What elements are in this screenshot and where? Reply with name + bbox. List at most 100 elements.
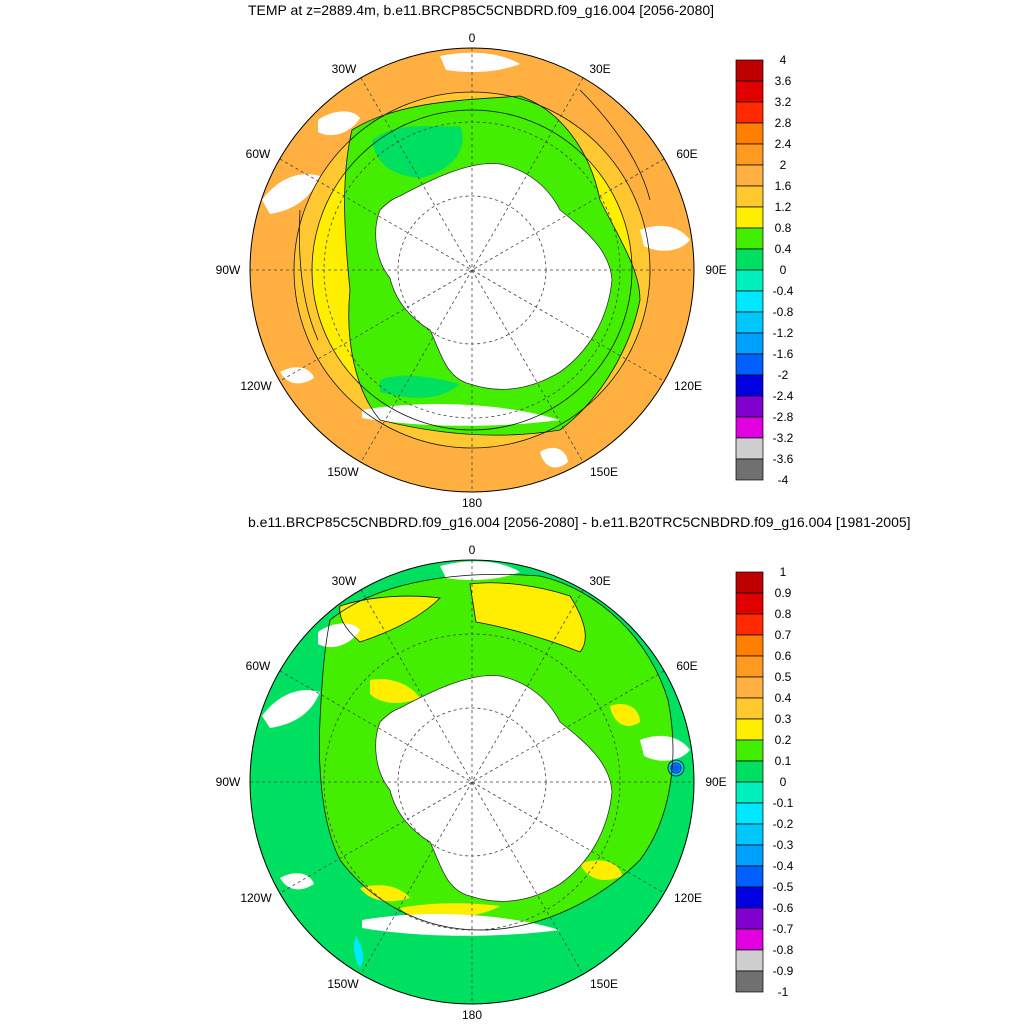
lon-label-150e: 150E [590,465,618,479]
lon-label-90w: 90W [216,263,241,277]
colorbar-box [735,907,764,930]
colorbar-box [735,395,764,418]
colorbar-box [735,781,764,804]
lon-label-90e: 90E [705,263,726,277]
colorbar-label: -2.8 [773,410,794,424]
colorbar-label: 2.4 [775,137,792,151]
colorbar-label: 0.9 [775,586,792,600]
colorbar-box [735,676,764,699]
colorbar-label: 3.2 [775,95,792,109]
lon-label-30e: 30E [589,574,610,588]
colorbar-label: 0.2 [775,733,792,747]
colorbar-label: -0.7 [773,922,794,936]
lon-label-30w: 30W [332,574,357,588]
colorbar-label: -0.9 [773,964,794,978]
colorbar-box [735,802,764,825]
colorbar-box [735,571,764,594]
colorbar-label: 0.4 [775,242,792,256]
colorbar-label: -0.4 [773,859,794,873]
lon-label-30e: 30E [589,62,610,76]
colorbar-box [735,437,764,460]
colorbar-box [735,101,764,124]
colorbar-label: -3.2 [773,431,794,445]
lon-label-60w: 60W [246,659,271,673]
colorbar-label: 2.8 [775,116,792,130]
lon-label-180: 180 [462,496,482,510]
lon-label-120w: 120W [240,379,272,393]
colorbar-label: 0.6 [775,649,792,663]
colorbar-box [735,59,764,82]
colorbar-label: -3.6 [773,452,794,466]
colorbar-box [735,227,764,250]
colorbar-label: -2.4 [773,389,794,403]
colorbar-box [735,865,764,888]
colorbar-box [735,592,764,615]
panel1-colorbar: 4 3.6 3.2 2.8 2.4 2 1.6 1.2 0.8 0.4 0 -0.4 -0.8 -1.2 -… [735,53,794,487]
lon-label-0: 0 [469,543,476,557]
colorbar-label: -1 [778,985,789,999]
colorbar-label: 0.4 [775,691,792,705]
panel2-title: b.e11.BRCP85C5CNBDRD.f09_g16.004 [2056-2… [248,514,911,530]
panel2-map: 0 30E 60E 90E 120E 150E 180 150W 120W 90… [216,543,727,1022]
colorbar-box [735,353,764,376]
colorbar-label: -0.8 [773,305,794,319]
colorbar-box [735,844,764,867]
colorbar-label: 4 [780,53,787,67]
colorbar-label: 0.8 [775,221,792,235]
colorbar-label: -0.8 [773,943,794,957]
colorbar-label: -0.2 [773,817,794,831]
lon-label-120e: 120E [674,891,702,905]
colorbar-label: 2 [780,158,787,172]
colorbar-box [735,248,764,271]
lon-label-120w: 120W [240,891,272,905]
lon-label-180: 180 [462,1008,482,1022]
colorbar-label: -0.4 [773,284,794,298]
lon-label-90w: 90W [216,775,241,789]
colorbar-box [735,269,764,292]
colorbar-box [735,739,764,762]
colorbar-label: -0.1 [773,796,794,810]
lon-label-0: 0 [469,31,476,45]
colorbar-box [735,374,764,397]
colorbar-box [735,416,764,439]
colorbar-label: 0.3 [775,712,792,726]
colorbar-label: -0.6 [773,901,794,915]
colorbar-box [735,122,764,145]
colorbar-box [735,760,764,783]
colorbar-box [735,311,764,334]
colorbar-box [735,970,764,993]
colorbar-label: 1.2 [775,200,792,214]
colorbar-box [735,928,764,951]
colorbar-box [735,458,764,481]
lon-label-60e: 60E [676,659,697,673]
colorbar-box [735,290,764,313]
lon-label-150w: 150W [327,977,359,991]
colorbar-box [735,613,764,636]
panel1-map: 0 30E 60E 90E 120E 150E 180 150W 120W 90… [216,31,727,510]
colorbar-box [735,164,764,187]
lon-label-90e: 90E [705,775,726,789]
colorbar-label: 1 [780,565,787,579]
colorbar-label: 1.6 [775,179,792,193]
colorbar-label: 0.5 [775,670,792,684]
colorbar-box [735,718,764,741]
colorbar-box [735,185,764,208]
lon-label-60e: 60E [676,147,697,161]
lon-label-150w: 150W [327,465,359,479]
colorbar-box [735,80,764,103]
colorbar-box [735,823,764,846]
colorbar-label: -4 [778,473,789,487]
colorbar-label: 0 [780,263,787,277]
colorbar-box [735,143,764,166]
colorbar-box [735,332,764,355]
lon-label-60w: 60W [246,147,271,161]
colorbar-label: 0.1 [775,754,792,768]
lon-label-120e: 120E [674,379,702,393]
lon-label-30w: 30W [332,62,357,76]
panel2-colorbar: 1 0.9 0.8 0.7 0.6 0.5 0.4 0.3 0.2 0.1 0 -0.1 -0.2 -0.… [735,565,794,999]
colorbar-box [735,886,764,909]
colorbar-label: -0.3 [773,838,794,852]
colorbar-label: 0 [780,775,787,789]
colorbar-box [735,655,764,678]
